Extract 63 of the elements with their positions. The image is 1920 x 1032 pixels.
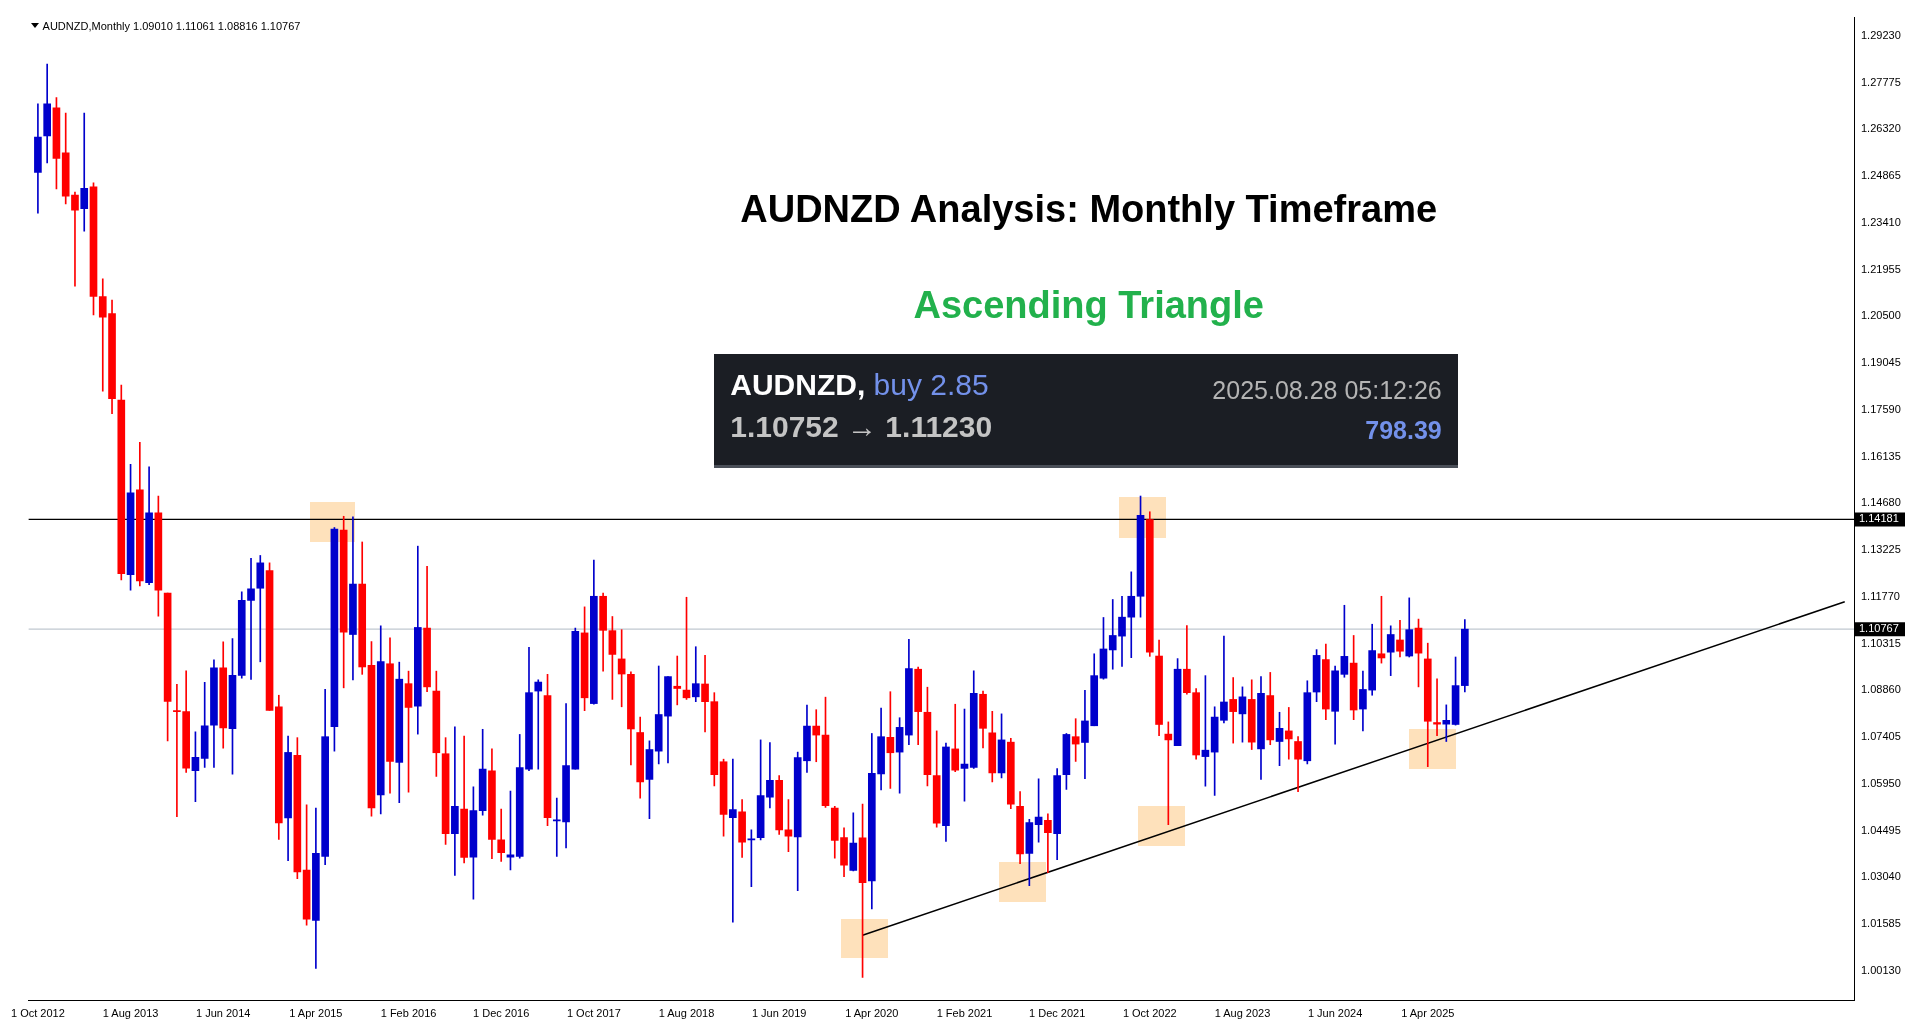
annotation: AUDNZD, (730, 368, 866, 402)
x-tick-label: 1 Aug 2013 (102, 1007, 159, 1020)
x-tick-label: 1 Dec 2016 (473, 1007, 530, 1020)
y-tick-label: 1.14680 (1861, 496, 1901, 509)
candlestick (1229, 677, 1238, 744)
y-tick-label: 1.10315 (1861, 636, 1901, 649)
y-tick-label: 1.21955 (1861, 262, 1901, 275)
y-tick-label: 1.04495 (1861, 823, 1901, 836)
x-tick-label: 1 Apr 2020 (845, 1007, 899, 1020)
x-tick-label: 1 Feb 2016 (380, 1007, 437, 1020)
x-tick-label: 1 Feb 2021 (936, 1007, 993, 1020)
text: AUDNZD Analysis: Monthly Timeframe (739, 187, 1439, 231)
candlestick (1433, 678, 1441, 737)
x-tick-label: 1 Jun 2014 (196, 1007, 251, 1020)
candlestick (80, 112, 89, 232)
y-tick-label: 1.07405 (1861, 730, 1901, 743)
y-tick-label: 1.00130 (1861, 963, 1901, 976)
annotation: AUDNZD,Monthly 1.09010 1.11061 1.08816 1.10767 (42, 19, 301, 32)
y-tick-label: 1.26320 (1861, 122, 1901, 135)
ref-line-label: 1.14181 (1859, 512, 1899, 525)
annotation: 2025.08.28 05:12:26 (1212, 376, 1442, 406)
x-tick-label: 1 Aug 2023 (1214, 1007, 1271, 1020)
annotation: 798.39 (1365, 416, 1442, 446)
x-tick-label: 1 Apr 2025 (1401, 1007, 1455, 1020)
candlestick (1284, 707, 1293, 760)
candlestick (534, 679, 543, 770)
y-tick-label: 1.24865 (1861, 169, 1901, 182)
candlestick (1220, 635, 1228, 724)
y-tick-label: 1.20500 (1861, 309, 1901, 322)
x-tick-label: 1 Jun 2019 (751, 1007, 807, 1020)
x-tick-label: 1 Oct 2017 (566, 1007, 621, 1020)
candlestick (691, 646, 700, 702)
candlestick (1071, 718, 1080, 762)
candlestick (1044, 813, 1052, 873)
y-tick-label: 1.13225 (1861, 543, 1901, 556)
candlestick (1442, 704, 1451, 742)
candlestick (729, 758, 737, 923)
x-tick-label: 1 Oct 2022 (1122, 1007, 1177, 1020)
x-tick-label: 1 Aug 2018 (658, 1007, 715, 1020)
y-tick-label: 1.27775 (1861, 75, 1901, 88)
ref-line-label: 1.10767 (1859, 622, 1899, 635)
x-tick-label: 1 Dec 2021 (1029, 1007, 1086, 1020)
candlestick (812, 709, 821, 763)
y-tick-label: 1.29230 (1861, 28, 1901, 41)
candlestick (451, 726, 459, 876)
candlestick (256, 555, 265, 663)
x-tick-label: 1 Apr 2015 (289, 1007, 343, 1020)
y-tick-label: 1.03040 (1861, 870, 1901, 883)
annotation: 1.10752 → 1.11230 (730, 410, 993, 445)
annotation: buy 2.85 (873, 368, 989, 402)
x-tick-label: 1 Oct 2012 (10, 1007, 65, 1020)
y-tick-label: 1.17590 (1861, 402, 1901, 415)
y-tick-label: 1.11770 (1861, 589, 1900, 602)
y-tick-label: 1.16135 (1861, 449, 1901, 462)
y-tick-label: 1.05950 (1861, 776, 1901, 789)
candlestick (673, 655, 682, 706)
candlestick (1127, 571, 1136, 658)
x-tick-label: 1 Jun 2024 (1307, 1007, 1363, 1020)
text: Ascending Triangle (912, 284, 1265, 328)
y-tick-label: 1.23410 (1861, 215, 1901, 228)
y-tick-label: 1.01585 (1861, 917, 1901, 930)
y-tick-label: 1.08860 (1861, 683, 1901, 696)
y-tick-label: 1.19045 (1861, 356, 1901, 369)
